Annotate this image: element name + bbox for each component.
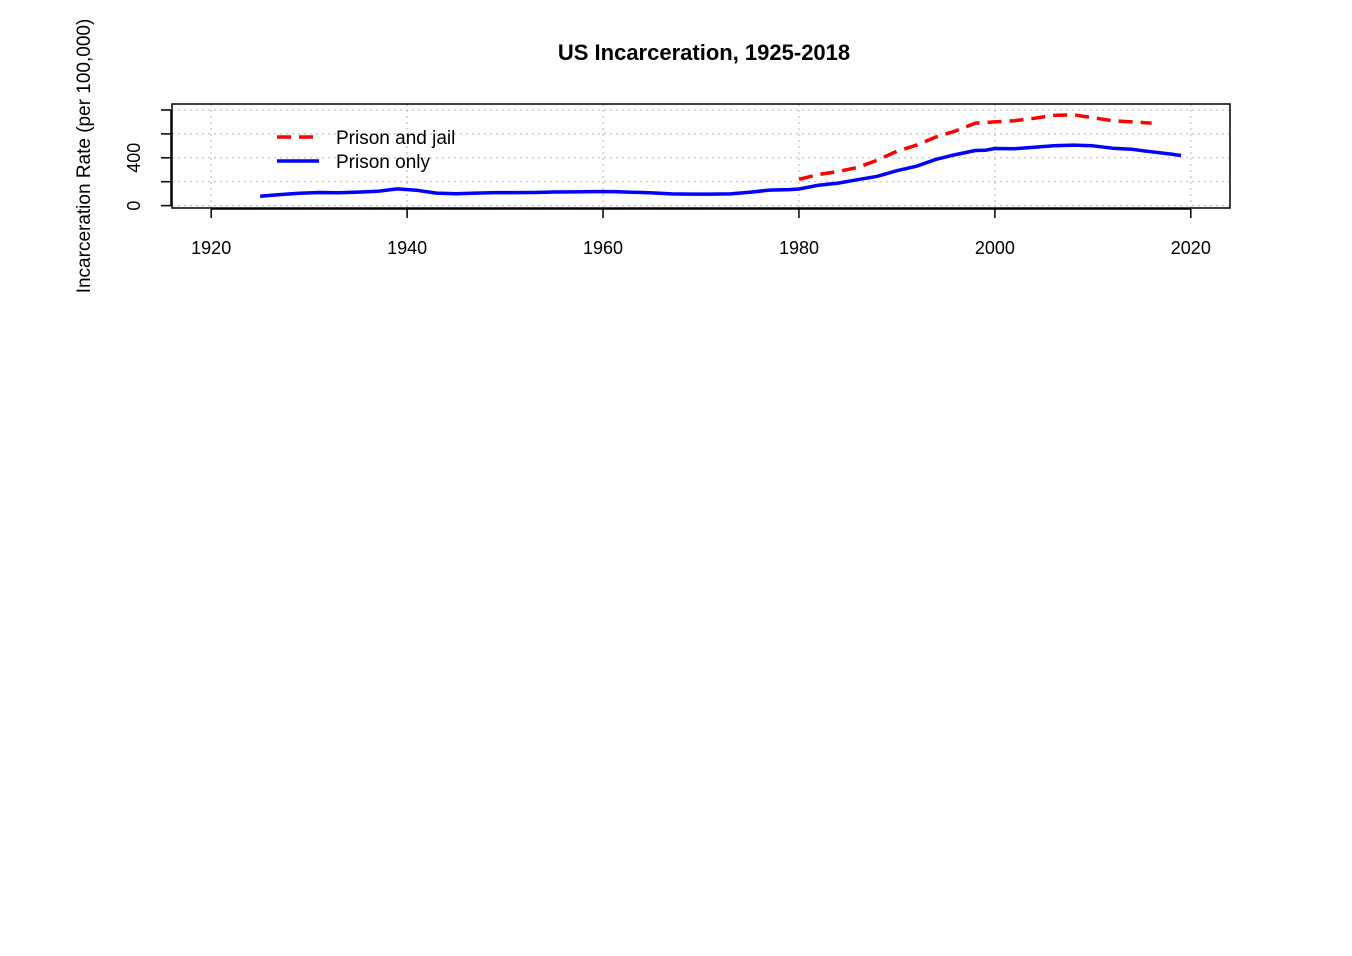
y-axis: 0 400 [124, 109, 172, 211]
legend-label: Prison only [336, 152, 430, 173]
plot-frame [171, 103, 1231, 209]
y-axis-label: Incarceration Rate (per 100,000) [74, 19, 95, 294]
x-tick-label: 2020 [1171, 238, 1211, 258]
y-tick-label: 400 [124, 143, 144, 173]
x-tick-label: 1980 [779, 238, 819, 258]
x-tick-label: 1940 [387, 238, 427, 258]
series-layer [260, 113, 1182, 198]
series-line-prison-only [260, 143, 1182, 198]
y-tick-label: 0 [124, 201, 144, 211]
series-line-prison-and-jail [798, 113, 1152, 181]
legend-label: Prison and jail [336, 128, 455, 149]
x-tick-label: 2000 [975, 238, 1015, 258]
chart-title: US Incarceration, 1925-2018 [558, 40, 850, 65]
x-tick-label: 1960 [583, 238, 623, 258]
x-tick-label: 1920 [191, 238, 231, 258]
chart-grid [172, 104, 1230, 208]
legend: Prison and jail Prison only [277, 128, 455, 173]
x-axis: 1920 1940 1960 1980 2000 2020 [191, 208, 1211, 258]
